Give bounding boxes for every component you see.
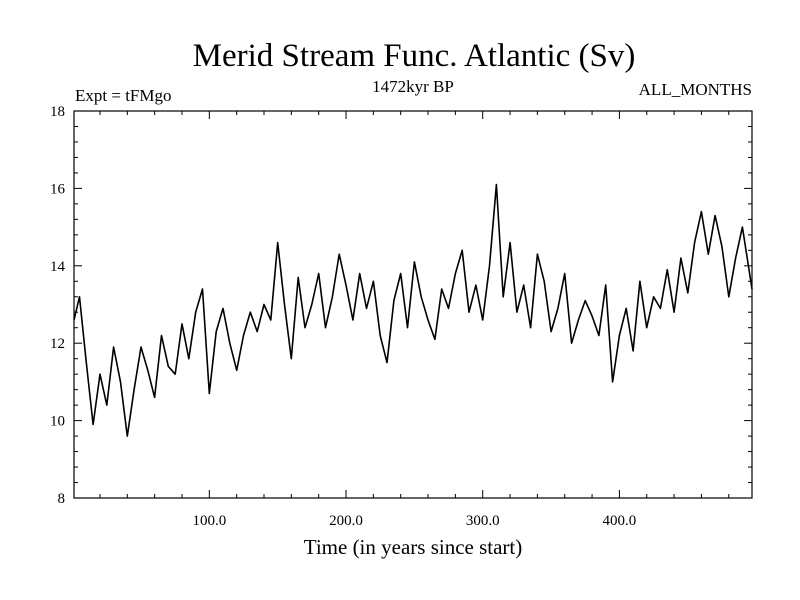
y-tick-label: 8	[58, 491, 66, 507]
plot-frame	[73, 110, 753, 499]
x-tick-label: 100.0	[192, 513, 226, 529]
x-tick-label: 400.0	[603, 513, 637, 529]
y-tick-label: 14	[50, 259, 66, 275]
time-period-label: 1472kyr BP	[372, 77, 454, 96]
y-tick-label: 18	[50, 104, 65, 120]
chart-title: Merid Stream Func. Atlantic (Sv)	[193, 38, 636, 74]
series-line	[73, 183, 753, 437]
x-tick-label: 300.0	[466, 513, 500, 529]
y-tick-label: 10	[50, 414, 65, 430]
experiment-label: Expt = tFMgo	[75, 86, 172, 105]
months-label: ALL_MONTHS	[639, 80, 752, 99]
x-tick-label: 200.0	[329, 513, 363, 529]
y-tick-label: 16	[50, 181, 66, 197]
x-axis-label: Time (in years since start)	[304, 535, 523, 559]
y-tick-label: 12	[50, 336, 65, 352]
plot-area: 100.0 200.0 300.0 400.0 8 10 12 14 16 18	[50, 104, 753, 529]
